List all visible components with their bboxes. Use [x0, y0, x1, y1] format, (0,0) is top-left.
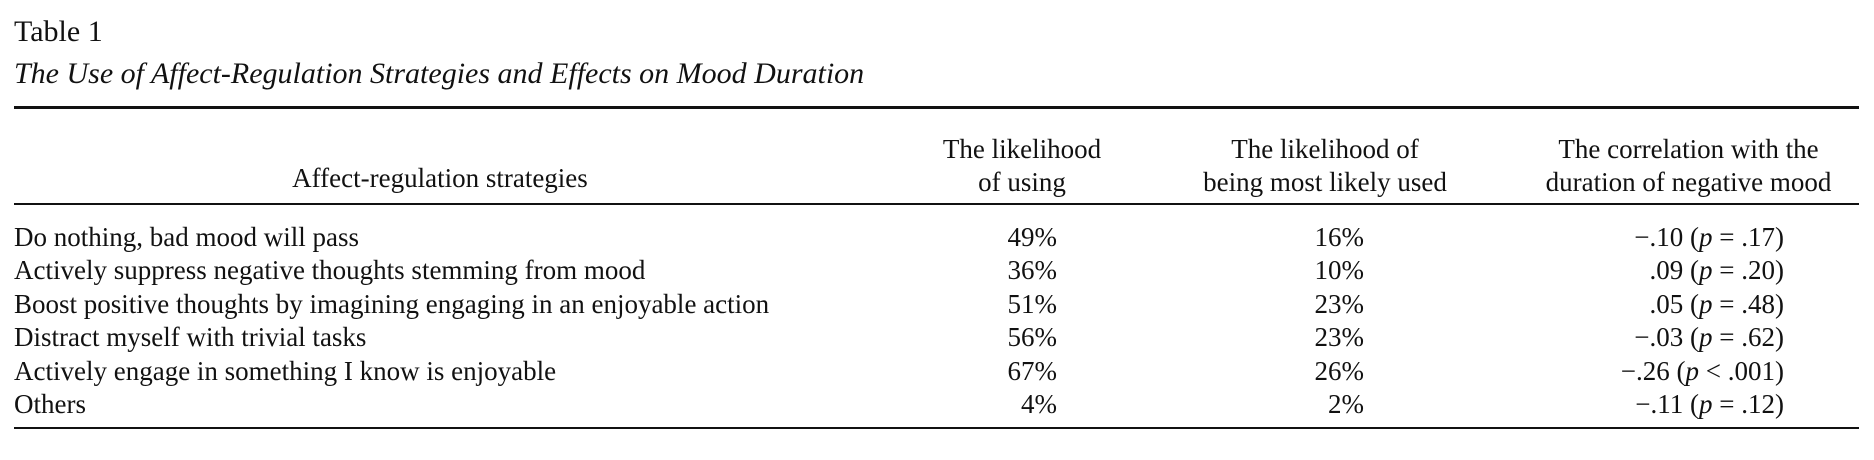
table-body: Do nothing, bad mood will pass 49% 16% −… [14, 221, 1859, 421]
correlation-cell: −.03 (p = .62) [1524, 321, 1784, 354]
header-correlation-line-2: duration of negative mood [1545, 167, 1832, 197]
correlation-cell: −.26 (p < .001) [1524, 355, 1784, 388]
table-row: Others 4% 2% −.11 (p = .12) [14, 388, 1859, 421]
p-open: ( [1683, 322, 1700, 353]
strategy-cell: Actively suppress negative thoughts stem… [14, 255, 646, 286]
header-likelihood-most-used-line-2: being most likely used [1203, 167, 1447, 197]
header-strategy-text: Affect-regulation strategies [292, 163, 588, 193]
correlation-value: −.11 [1635, 388, 1684, 419]
likelihood-most-used-cell: 16% [1314, 222, 1365, 252]
table-caption: The Use of Affect-Regulation Strategies … [14, 57, 865, 90]
likelihood-most-used-cell: 10% [1314, 255, 1365, 286]
header-likelihood-using: The likelihood of using [917, 133, 1127, 199]
likelihood-most-used-cell: 2% [1328, 388, 1364, 419]
header-strategy: Affect-regulation strategies [14, 162, 866, 195]
correlation-value: −.26 [1620, 355, 1670, 386]
p-symbol: p [1699, 255, 1713, 286]
p-value: = .17) [1712, 222, 1784, 252]
p-value: = .48) [1712, 288, 1784, 319]
p-value: = .12) [1712, 388, 1784, 419]
p-open: ( [1683, 222, 1700, 252]
p-symbol: p [1699, 388, 1713, 419]
p-symbol: p [1699, 222, 1713, 252]
strategy-cell: Do nothing, bad mood will pass [14, 222, 359, 252]
top-rule [14, 106, 1859, 109]
likelihood-using-cell: 49% [1007, 222, 1058, 252]
p-value: < .001) [1699, 355, 1784, 386]
correlation-cell: .05 (p = .48) [1524, 288, 1784, 321]
likelihood-using-cell: 56% [1007, 322, 1058, 353]
p-open: ( [1683, 388, 1700, 419]
p-open: ( [1683, 255, 1700, 286]
correlation-value: .09 [1649, 255, 1684, 286]
likelihood-using-cell: 4% [1021, 388, 1057, 419]
table-row: Actively engage in something I know is e… [14, 355, 1859, 388]
table-row: Do nothing, bad mood will pass 49% 16% −… [14, 221, 1859, 254]
table-row: Actively suppress negative thoughts stem… [14, 254, 1859, 287]
strategy-cell: Others [14, 388, 86, 419]
header-likelihood-using-line-1: The likelihood [942, 134, 1102, 164]
header-likelihood-most-used-line-1: The likelihood of [1231, 134, 1419, 164]
p-open: ( [1669, 355, 1686, 386]
likelihood-most-used-cell: 23% [1314, 288, 1365, 319]
likelihood-using-cell: 67% [1007, 355, 1058, 386]
correlation-value: −.10 [1634, 222, 1684, 252]
table-label: Table 1 [14, 15, 103, 48]
p-symbol: p [1685, 355, 1700, 386]
header-correlation-line-1: The correlation with the [1558, 134, 1819, 164]
bottom-rule [14, 427, 1859, 429]
header-rule [14, 203, 1859, 205]
header-likelihood-most-used: The likelihood of being most likely used [1165, 133, 1485, 199]
strategy-cell: Boost positive thoughts by imagining eng… [14, 288, 770, 319]
correlation-cell: .09 (p = .20) [1524, 254, 1784, 287]
likelihood-most-used-cell: 26% [1314, 355, 1365, 386]
correlation-cell: −.10 (p = .17) [1524, 221, 1784, 254]
strategy-cell: Actively engage in something I know is e… [14, 355, 557, 386]
likelihood-most-used-cell: 23% [1314, 322, 1365, 353]
correlation-cell: −.11 (p = .12) [1524, 388, 1784, 421]
p-value: = .62) [1712, 322, 1784, 353]
table-row: Distract myself with trivial tasks 56% 2… [14, 321, 1859, 354]
likelihood-using-cell: 36% [1007, 255, 1058, 286]
p-symbol: p [1699, 288, 1713, 319]
correlation-value: −.03 [1634, 322, 1684, 353]
correlation-value: .05 [1649, 288, 1684, 319]
strategy-cell: Distract myself with trivial tasks [14, 322, 367, 353]
table-row: Boost positive thoughts by imagining eng… [14, 288, 1859, 321]
header-likelihood-using-line-2: of using [978, 167, 1066, 197]
header-correlation: The correlation with the duration of neg… [1518, 133, 1859, 199]
p-symbol: p [1699, 322, 1713, 353]
p-open: ( [1683, 288, 1700, 319]
p-value: = .20) [1712, 255, 1784, 286]
likelihood-using-cell: 51% [1007, 288, 1058, 319]
